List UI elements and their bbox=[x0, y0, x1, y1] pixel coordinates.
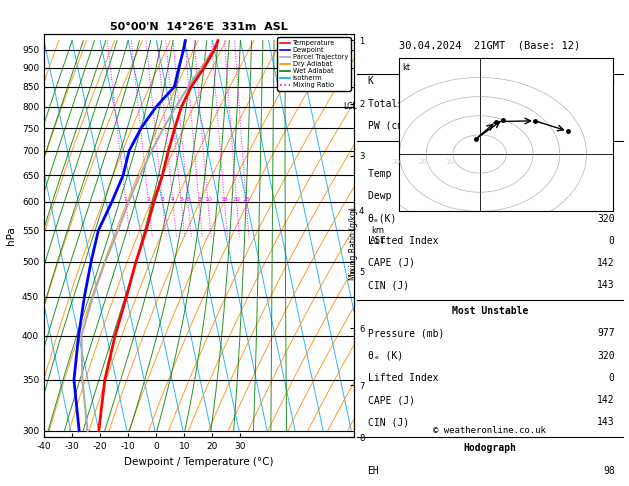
Text: 1.38: 1.38 bbox=[591, 121, 615, 131]
Text: θₑ(K): θₑ(K) bbox=[367, 213, 397, 224]
Text: 15: 15 bbox=[221, 197, 228, 202]
Text: 142: 142 bbox=[597, 395, 615, 405]
Text: 30.04.2024  21GMT  (Base: 12): 30.04.2024 21GMT (Base: 12) bbox=[399, 40, 581, 50]
Text: Hodograph: Hodograph bbox=[464, 443, 516, 453]
Text: 22: 22 bbox=[603, 169, 615, 179]
Text: LCL: LCL bbox=[343, 102, 357, 111]
Text: 8: 8 bbox=[197, 197, 201, 202]
Text: Lifted Index: Lifted Index bbox=[367, 373, 438, 383]
Text: © weatheronline.co.uk: © weatheronline.co.uk bbox=[433, 426, 546, 435]
Text: kt: kt bbox=[402, 63, 410, 72]
Y-axis label: hPa: hPa bbox=[6, 226, 16, 245]
Text: 320: 320 bbox=[597, 213, 615, 224]
Title: 50°00'N  14°26'E  331m  ASL: 50°00'N 14°26'E 331m ASL bbox=[110, 22, 288, 32]
Text: Lifted Index: Lifted Index bbox=[367, 236, 438, 246]
Text: 143: 143 bbox=[597, 280, 615, 290]
Text: 977: 977 bbox=[597, 329, 615, 338]
Text: 320: 320 bbox=[597, 351, 615, 361]
Text: 0: 0 bbox=[609, 373, 615, 383]
Text: K: K bbox=[367, 76, 374, 87]
Text: 0: 0 bbox=[609, 236, 615, 246]
Text: 20: 20 bbox=[233, 197, 240, 202]
Text: CIN (J): CIN (J) bbox=[367, 417, 409, 427]
Text: Pressure (mb): Pressure (mb) bbox=[367, 329, 444, 338]
Text: 143: 143 bbox=[597, 417, 615, 427]
Text: Temp (°C): Temp (°C) bbox=[367, 169, 420, 179]
Text: Surface: Surface bbox=[469, 147, 510, 157]
Text: 46: 46 bbox=[603, 99, 615, 108]
Text: 30: 30 bbox=[391, 158, 401, 165]
Text: Totals Totals: Totals Totals bbox=[367, 99, 444, 108]
Text: 3: 3 bbox=[160, 197, 165, 202]
Text: 6: 6 bbox=[609, 76, 615, 87]
Text: 2: 2 bbox=[147, 197, 150, 202]
Text: 20: 20 bbox=[418, 158, 427, 165]
Text: PW (cm): PW (cm) bbox=[367, 121, 409, 131]
Text: Dewp (°C): Dewp (°C) bbox=[367, 191, 420, 201]
Text: Mixing Ratio (g/kg): Mixing Ratio (g/kg) bbox=[349, 207, 358, 279]
Text: 142: 142 bbox=[597, 258, 615, 268]
Text: 1: 1 bbox=[124, 197, 128, 202]
Text: 25: 25 bbox=[242, 197, 250, 202]
Text: EH: EH bbox=[367, 466, 379, 476]
Text: Most Unstable: Most Unstable bbox=[452, 306, 528, 316]
Text: CAPE (J): CAPE (J) bbox=[367, 258, 415, 268]
Text: 10: 10 bbox=[445, 158, 454, 165]
Text: 5: 5 bbox=[179, 197, 183, 202]
Text: 10.4: 10.4 bbox=[591, 191, 615, 201]
Text: CIN (J): CIN (J) bbox=[367, 280, 409, 290]
Text: 6: 6 bbox=[186, 197, 190, 202]
Y-axis label: km
ASL: km ASL bbox=[370, 226, 386, 245]
Legend: Temperature, Dewpoint, Parcel Trajectory, Dry Adiabat, Wet Adiabat, Isotherm, Mi: Temperature, Dewpoint, Parcel Trajectory… bbox=[277, 37, 351, 91]
Text: 98: 98 bbox=[603, 466, 615, 476]
Text: 10: 10 bbox=[204, 197, 212, 202]
Text: 4: 4 bbox=[171, 197, 175, 202]
Text: CAPE (J): CAPE (J) bbox=[367, 395, 415, 405]
X-axis label: Dewpoint / Temperature (°C): Dewpoint / Temperature (°C) bbox=[125, 457, 274, 467]
Text: θₑ (K): θₑ (K) bbox=[367, 351, 403, 361]
